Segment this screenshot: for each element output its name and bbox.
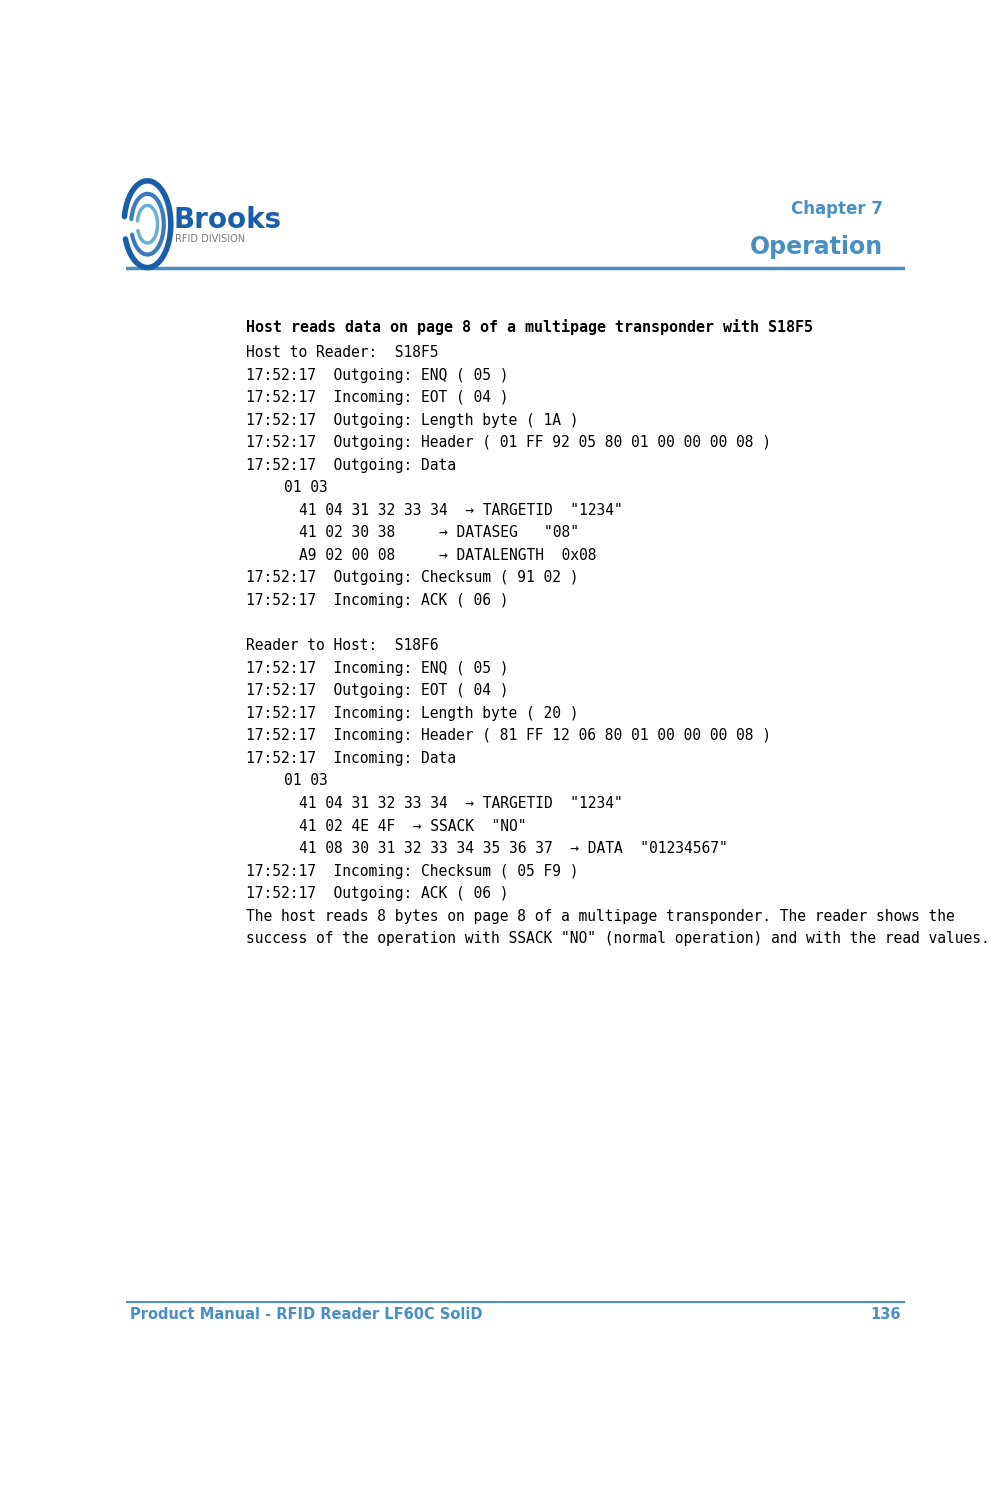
- Text: 17:52:17  Outgoing: Checksum ( 91 02 ): 17:52:17 Outgoing: Checksum ( 91 02 ): [246, 571, 579, 586]
- Text: Host reads data on page 8 of a multipage transponder with S18F5: Host reads data on page 8 of a multipage…: [246, 318, 813, 335]
- Text: 17:52:17  Outgoing: Length byte ( 1A ): 17:52:17 Outgoing: Length byte ( 1A ): [246, 413, 579, 428]
- Text: 41 04 31 32 33 34  → TARGETID  "1234": 41 04 31 32 33 34 → TARGETID "1234": [299, 796, 623, 811]
- Text: Brooks: Brooks: [174, 206, 282, 234]
- Text: 17:52:17  Incoming: EOT ( 04 ): 17:52:17 Incoming: EOT ( 04 ): [246, 391, 509, 406]
- Text: 17:52:17  Outgoing: Data: 17:52:17 Outgoing: Data: [246, 458, 456, 473]
- Text: The host reads 8 bytes on page 8 of a multipage transponder. The reader shows th: The host reads 8 bytes on page 8 of a mu…: [246, 909, 955, 924]
- Text: Reader to Host:  S18F6: Reader to Host: S18F6: [246, 638, 439, 653]
- Text: RFID DIVISION: RFID DIVISION: [175, 234, 245, 245]
- Text: 17:52:17  Outgoing: EOT ( 04 ): 17:52:17 Outgoing: EOT ( 04 ): [246, 683, 509, 698]
- Text: Host to Reader:  S18F5: Host to Reader: S18F5: [246, 345, 439, 360]
- Text: 41 08 30 31 32 33 34 35 36 37  → DATA  "01234567": 41 08 30 31 32 33 34 35 36 37 → DATA "01…: [299, 841, 728, 856]
- Text: Chapter 7: Chapter 7: [791, 200, 882, 218]
- Text: 41 02 4E 4F  → SSACK  "NO": 41 02 4E 4F → SSACK "NO": [299, 819, 527, 834]
- Text: 17:52:17  Outgoing: Header ( 01 FF 92 05 80 01 00 00 00 08 ): 17:52:17 Outgoing: Header ( 01 FF 92 05 …: [246, 436, 772, 451]
- Text: 17:52:17  Outgoing: ENQ ( 05 ): 17:52:17 Outgoing: ENQ ( 05 ): [246, 368, 509, 383]
- Text: 17:52:17  Incoming: ENQ ( 05 ): 17:52:17 Incoming: ENQ ( 05 ): [246, 661, 509, 676]
- Text: 17:52:17  Incoming: Data: 17:52:17 Incoming: Data: [246, 751, 456, 766]
- Text: 17:52:17  Incoming: Length byte ( 20 ): 17:52:17 Incoming: Length byte ( 20 ): [246, 706, 579, 721]
- Text: success of the operation with SSACK "NO" (normal operation) and with the read va: success of the operation with SSACK "NO"…: [246, 931, 990, 946]
- Text: 136: 136: [870, 1307, 900, 1322]
- Text: 41 02 30 38     → DATASEG   "08": 41 02 30 38 → DATASEG "08": [299, 526, 579, 541]
- Text: 17:52:17  Incoming: Header ( 81 FF 12 06 80 01 00 00 00 08 ): 17:52:17 Incoming: Header ( 81 FF 12 06 …: [246, 728, 772, 743]
- Text: 01 03: 01 03: [283, 481, 328, 496]
- Text: 41 04 31 32 33 34  → TARGETID  "1234": 41 04 31 32 33 34 → TARGETID "1234": [299, 503, 623, 518]
- Text: A9 02 00 08     → DATALENGTH  0x08: A9 02 00 08 → DATALENGTH 0x08: [299, 548, 597, 563]
- Text: 17:52:17  Incoming: Checksum ( 05 F9 ): 17:52:17 Incoming: Checksum ( 05 F9 ): [246, 864, 579, 879]
- Text: 17:52:17  Incoming: ACK ( 06 ): 17:52:17 Incoming: ACK ( 06 ): [246, 593, 509, 608]
- Text: 01 03: 01 03: [283, 774, 328, 789]
- Text: Operation: Operation: [750, 236, 882, 260]
- Text: 17:52:17  Outgoing: ACK ( 06 ): 17:52:17 Outgoing: ACK ( 06 ): [246, 886, 509, 901]
- Text: Product Manual - RFID Reader LF60C SoliD: Product Manual - RFID Reader LF60C SoliD: [130, 1307, 482, 1322]
